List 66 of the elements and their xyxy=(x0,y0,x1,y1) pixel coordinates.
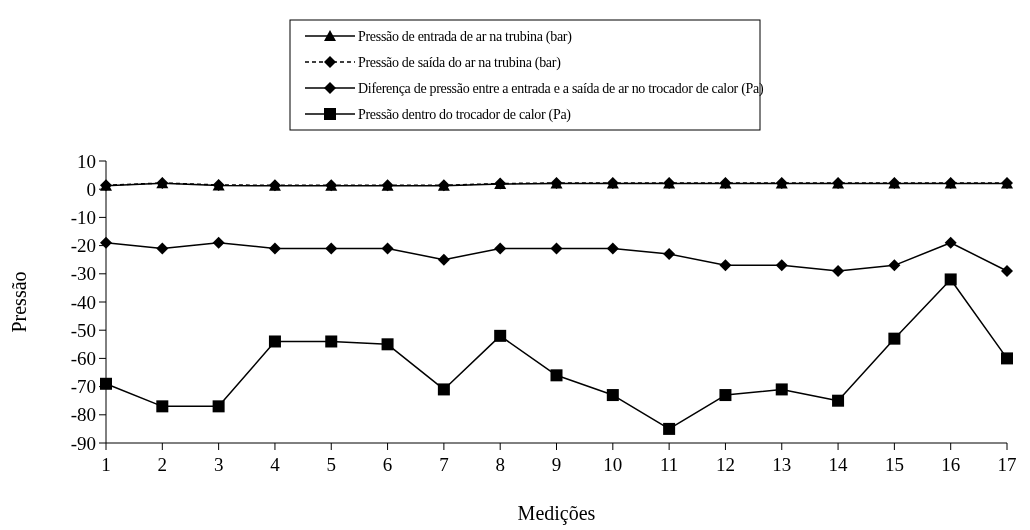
y-tick-label: -60 xyxy=(70,348,96,370)
point xyxy=(775,383,788,396)
point xyxy=(550,242,563,255)
point xyxy=(944,236,957,249)
point xyxy=(156,242,169,255)
point xyxy=(606,389,619,402)
point xyxy=(719,389,732,402)
point xyxy=(1001,264,1013,277)
y-tick-label: -70 xyxy=(70,376,96,398)
point xyxy=(1001,352,1013,365)
point xyxy=(381,338,394,351)
point xyxy=(494,242,507,255)
x-tick-label: 17 xyxy=(997,454,1017,475)
x-tick-label: 7 xyxy=(439,454,449,475)
y-tick-label: -10 xyxy=(70,207,96,229)
point xyxy=(156,400,169,413)
y-tick-label: -80 xyxy=(70,404,96,426)
legend-label: Pressão de entrada de ar na trubina (bar) xyxy=(358,29,573,45)
point xyxy=(832,264,845,277)
point xyxy=(663,248,676,261)
point xyxy=(944,273,957,286)
point xyxy=(268,335,281,348)
x-tick-label: 1 xyxy=(101,454,111,475)
x-tick-label: 10 xyxy=(603,454,623,475)
y-tick-label: -40 xyxy=(70,291,96,313)
point xyxy=(437,383,450,396)
y-tick-label: -50 xyxy=(70,319,96,341)
x-axis-title: Medições xyxy=(517,502,596,525)
point xyxy=(212,236,225,249)
y-tick-label: -20 xyxy=(70,235,96,257)
point xyxy=(494,329,507,342)
point xyxy=(437,253,450,266)
x-tick-label: 15 xyxy=(884,454,904,475)
y-tick-label: -30 xyxy=(70,263,96,285)
point xyxy=(775,259,788,272)
x-tick-label: 8 xyxy=(495,454,505,475)
x-tick-label: 2 xyxy=(157,454,168,475)
x-tick-label: 4 xyxy=(270,454,281,475)
point xyxy=(268,242,281,255)
x-tick-label: 5 xyxy=(326,454,336,475)
x-tick-label: 11 xyxy=(659,454,679,475)
x-tick-label: 14 xyxy=(828,454,849,475)
y-axis-title: Pressão xyxy=(8,271,30,333)
x-tick-label: 12 xyxy=(715,454,735,475)
x-tick-label: 3 xyxy=(213,454,224,475)
point xyxy=(832,394,845,407)
x-tick-label: 9 xyxy=(551,454,562,475)
legend-label: Pressão dentro do trocador de calor (Pa) xyxy=(358,107,572,123)
point xyxy=(212,400,225,413)
point xyxy=(663,422,676,435)
point xyxy=(888,332,901,345)
point xyxy=(550,369,563,382)
y-tick-label: -90 xyxy=(70,432,96,454)
point xyxy=(606,242,619,255)
x-tick-label: 6 xyxy=(382,454,393,475)
point xyxy=(325,242,338,255)
x-tick-label: 13 xyxy=(772,454,792,475)
y-tick-label: 0 xyxy=(86,178,96,200)
y-tick-label: 10 xyxy=(77,150,96,172)
x-tick-label: 16 xyxy=(941,454,961,475)
point xyxy=(325,335,338,348)
point xyxy=(719,259,732,272)
point xyxy=(381,242,394,255)
legend-label: Pressão de saída do ar na trubina (bar) xyxy=(358,55,562,71)
legend-label: Diferença de pressão entre a entrada e a saída de ar no trocador de calor (Pa) xyxy=(358,81,764,97)
point xyxy=(888,259,901,272)
